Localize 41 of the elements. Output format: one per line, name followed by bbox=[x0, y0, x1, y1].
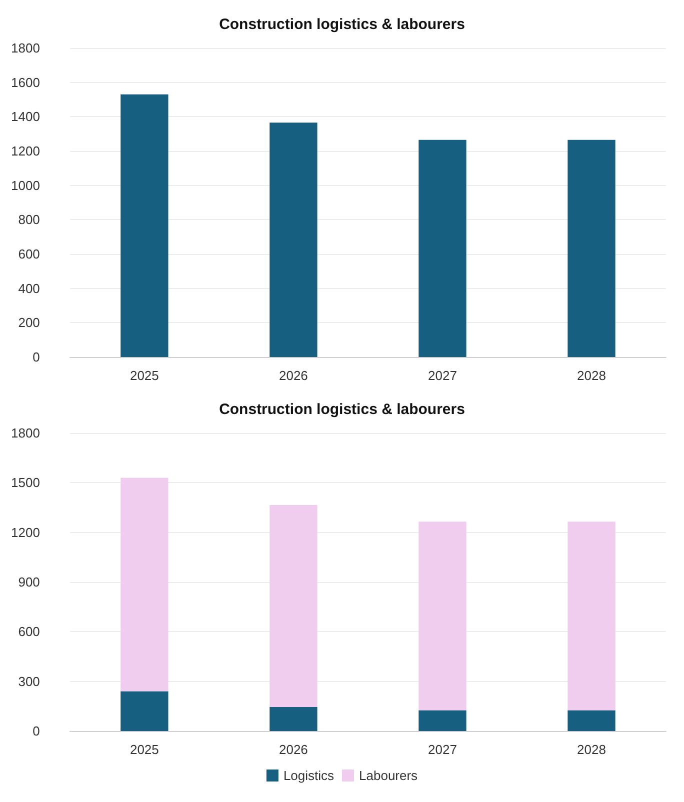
x-tick-label: 2026 bbox=[278, 368, 308, 383]
x-tick-label: 2026 bbox=[278, 742, 308, 757]
y-tick-label: 1600 bbox=[11, 74, 40, 90]
bar bbox=[120, 478, 168, 692]
y-tick-label: 1000 bbox=[11, 178, 40, 193]
bar bbox=[270, 505, 318, 707]
chart-title: Construction logistics & labourers bbox=[219, 401, 465, 418]
y-tick-label: 200 bbox=[18, 315, 40, 330]
y-tick-label: 1500 bbox=[11, 475, 40, 490]
x-tick-label: 2025 bbox=[130, 368, 159, 383]
y-tick-label: 1800 bbox=[11, 426, 40, 440]
y-tick-label: 1800 bbox=[11, 40, 40, 56]
bar bbox=[418, 710, 466, 731]
y-tick-label: 400 bbox=[18, 280, 40, 296]
bar bbox=[120, 94, 168, 357]
bar bbox=[120, 691, 168, 731]
y-tick-label: 0 bbox=[32, 724, 40, 738]
bar bbox=[270, 122, 318, 357]
bar bbox=[568, 140, 616, 357]
y-tick-label: 1200 bbox=[11, 524, 40, 540]
bar bbox=[418, 522, 466, 710]
bar bbox=[270, 706, 318, 731]
y-tick-label: 800 bbox=[18, 212, 40, 228]
y-tick-label: 300 bbox=[18, 674, 40, 689]
x-tick-label: 2025 bbox=[130, 742, 159, 757]
y-tick-label: 1400 bbox=[11, 109, 40, 124]
legend-label: Logistics bbox=[283, 768, 335, 783]
y-tick-label: 0 bbox=[32, 350, 40, 364]
y-tick-label: 900 bbox=[18, 574, 40, 590]
y-tick-label: 600 bbox=[18, 246, 40, 262]
x-tick-label: 2028 bbox=[577, 742, 606, 757]
bar bbox=[568, 710, 616, 731]
bar bbox=[418, 140, 466, 357]
x-tick-label: 2028 bbox=[577, 368, 606, 383]
chart-title: Construction logistics & labourers bbox=[219, 16, 465, 33]
y-tick-label: 1200 bbox=[11, 144, 40, 158]
legend-label: Labourers bbox=[359, 768, 418, 783]
y-tick-label: 600 bbox=[18, 624, 40, 640]
x-tick-label: 2027 bbox=[428, 742, 457, 757]
bar bbox=[568, 522, 616, 710]
x-tick-label: 2027 bbox=[428, 368, 457, 383]
